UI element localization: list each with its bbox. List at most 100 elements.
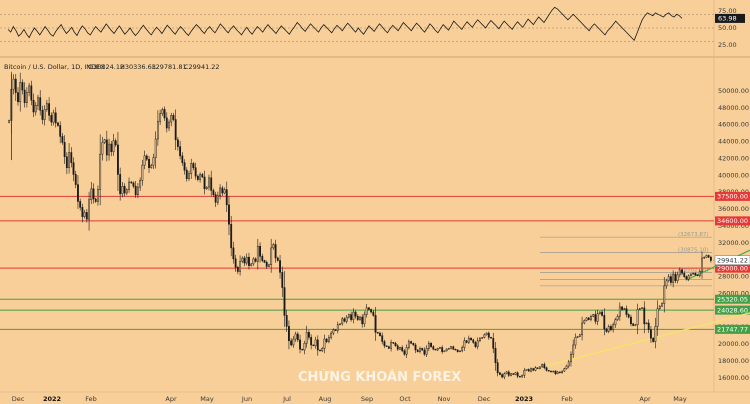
- candle-body-202: [456, 349, 459, 352]
- candle-body-277: [623, 308, 626, 310]
- rsi-tick-2: 25.00: [718, 41, 737, 49]
- candle-body-19: [50, 115, 53, 123]
- candle-body-165: [374, 315, 377, 333]
- candle-body-275: [618, 306, 621, 317]
- candle-body-310: [696, 274, 699, 276]
- candle-body-72: [168, 121, 170, 129]
- candle-body-64: [150, 164, 153, 168]
- candle-body-79: [183, 162, 186, 171]
- candle-body-281: [632, 323, 635, 326]
- candle-body-30: [74, 174, 77, 185]
- price-tick-8: 34000.00: [718, 222, 749, 230]
- candle-body-206: [465, 340, 468, 343]
- last-price-badge: 29941.22: [710, 255, 750, 265]
- level-badge-4: [715, 305, 750, 315]
- legend-open: O30324.12: [88, 63, 124, 71]
- candle-body-140: [319, 349, 321, 352]
- candle-body-135: [308, 332, 310, 338]
- candle-body-103: [236, 267, 239, 272]
- candle-body-59: [139, 180, 142, 188]
- candle-body-297: [667, 276, 670, 282]
- candle-body-245: [552, 370, 555, 373]
- candle-body-126: [288, 326, 290, 341]
- price-tick-11: 28000.00: [718, 273, 749, 281]
- candle-body-44: [105, 139, 108, 156]
- candle-body-193: [436, 348, 439, 351]
- candle-body-187: [423, 349, 426, 355]
- candle-body-70: [163, 109, 166, 119]
- candle-body-133: [303, 343, 306, 351]
- candle-body-295: [663, 285, 666, 304]
- candle-body-293: [658, 305, 661, 309]
- candle-body-285: [641, 307, 643, 309]
- candle-body-113: [259, 245, 261, 257]
- level-badge-5: [715, 324, 750, 334]
- candle-body-305: [685, 276, 688, 280]
- trendline-0: [526, 312, 750, 372]
- candle-body-136: [310, 337, 313, 346]
- candle-body-188: [425, 348, 428, 355]
- candle-body-211: [476, 340, 479, 347]
- candle-body-37: [90, 188, 93, 201]
- candle-body-208: [470, 337, 472, 341]
- candle-body-25: [63, 142, 66, 157]
- candle-body-27: [68, 152, 70, 168]
- candle-body-153: [347, 314, 350, 318]
- rsi-current-badge: 63.98: [715, 13, 745, 23]
- price-tick-2: 46000.00: [718, 121, 749, 129]
- candle-body-314: [705, 255, 708, 258]
- x-tick-14: Apr: [639, 395, 651, 403]
- candle-body-155: [352, 311, 355, 320]
- rsi-guides: [0, 14, 714, 42]
- candle-body-307: [689, 273, 692, 276]
- candle-body-127: [290, 340, 293, 346]
- candle-body-65: [152, 157, 155, 166]
- level-badge-2: [715, 263, 750, 273]
- candle-body-158: [359, 316, 361, 320]
- candle-body-267: [601, 311, 603, 316]
- candle-body-76: [176, 139, 179, 147]
- candle-body-56: [132, 182, 135, 187]
- candle-body-276: [621, 306, 623, 310]
- rsi-current-value: 63.98: [718, 15, 737, 23]
- fib-label-2: (28502.10): [678, 267, 709, 273]
- candle-body-100: [230, 223, 233, 249]
- candle-body-22: [57, 122, 59, 126]
- candle-body-302: [678, 269, 681, 276]
- candle-body-240: [541, 364, 544, 368]
- candle-body-254: [572, 344, 575, 355]
- candle-body-52: [123, 186, 126, 194]
- candle-body-282: [634, 324, 637, 326]
- candle-body-4: [17, 92, 19, 103]
- candle-body-16: [43, 109, 46, 120]
- candle-body-24: [61, 136, 64, 143]
- candle-body-82: [190, 163, 193, 174]
- price-tick-1: 48000.00: [718, 104, 749, 112]
- candle-body-199: [450, 346, 452, 349]
- candle-body-149: [339, 323, 341, 325]
- candle-body-48: [114, 140, 117, 146]
- candle-body-141: [321, 348, 324, 352]
- candle-body-272: [612, 324, 615, 331]
- last-price-rect: [714, 255, 750, 265]
- candle-body-33: [81, 207, 84, 217]
- candle-body-167: [379, 332, 381, 336]
- candle-body-274: [616, 316, 619, 320]
- candle-body-71: [165, 117, 168, 129]
- price-tick-3: 44000.00: [718, 138, 749, 146]
- candle-body-97: [223, 189, 226, 194]
- candle-body-17: [45, 103, 48, 110]
- candle-body-162: [367, 307, 370, 310]
- candle-body-225: [507, 371, 510, 376]
- x-tick-9: Oct: [399, 395, 411, 403]
- legend-close: C29941.22: [184, 63, 220, 71]
- candle-body-9: [28, 85, 31, 93]
- candle-body-264: [594, 314, 597, 322]
- chart-title: Bitcoin / U.S. Dollar, 1D, INDEX: [4, 63, 105, 71]
- candle-body-301: [676, 274, 679, 282]
- price-tick-12: 26000.00: [718, 289, 749, 297]
- fib-label-1: (30875.10): [678, 247, 709, 253]
- candle-body-102: [234, 258, 237, 268]
- x-tick-3: Apr: [165, 395, 177, 403]
